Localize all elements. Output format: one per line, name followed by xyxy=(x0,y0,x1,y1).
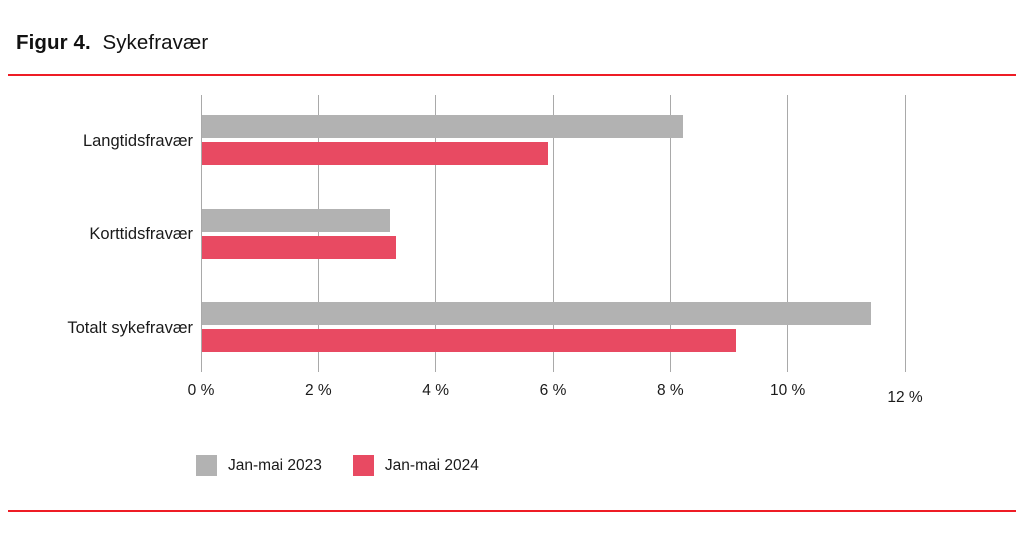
bar-2024-1 xyxy=(202,142,548,165)
x-axis-tick-label: 12 % xyxy=(887,389,923,406)
gridline xyxy=(317,95,319,372)
figure-title-text: Sykefravær xyxy=(102,31,209,54)
gridline xyxy=(200,95,202,372)
legend-swatch-2024 xyxy=(352,455,374,476)
x-axis-tick-label: 10 % xyxy=(769,382,806,399)
gridline xyxy=(904,95,906,372)
bar-2024-3 xyxy=(202,329,736,352)
bar-2023-1 xyxy=(202,115,683,138)
bar-2023-2 xyxy=(202,208,390,232)
legend-swatch-2023 xyxy=(196,455,217,476)
x-axis-tick-label: 6 % xyxy=(539,382,567,399)
x-axis-tick-label: 0 % xyxy=(187,382,215,399)
category-label: Korttidsfravær xyxy=(89,225,193,243)
legend-item-2023: Jan-mai 2023 xyxy=(196,455,322,476)
gridline xyxy=(552,95,554,372)
bar-2023-3 xyxy=(202,302,871,325)
x-axis-tick-label: 4 % xyxy=(422,382,450,399)
chart-legend: Jan-mai 2023 Jan-mai 2024 xyxy=(196,455,479,476)
gridline xyxy=(435,95,437,372)
figure-number: Figur 4. xyxy=(16,31,91,54)
gridline xyxy=(787,95,789,372)
legend-label-2024: Jan-mai 2024 xyxy=(384,456,479,474)
legend-item-2024: Jan-mai 2024 xyxy=(352,455,479,476)
bar-2024-2 xyxy=(202,235,396,259)
bottom-divider xyxy=(8,510,1016,512)
legend-label-2023: Jan-mai 2023 xyxy=(228,456,322,474)
gridline xyxy=(669,95,671,372)
x-axis-tick-label: 2 % xyxy=(304,382,332,399)
top-divider xyxy=(8,74,1016,76)
x-axis-tick-label: 8 % xyxy=(656,382,684,399)
figure-title: Figur 4. Sykefravær xyxy=(16,31,208,55)
category-label: Langtidsfravær xyxy=(82,131,193,150)
category-label: Totalt sykefravær xyxy=(67,318,193,337)
